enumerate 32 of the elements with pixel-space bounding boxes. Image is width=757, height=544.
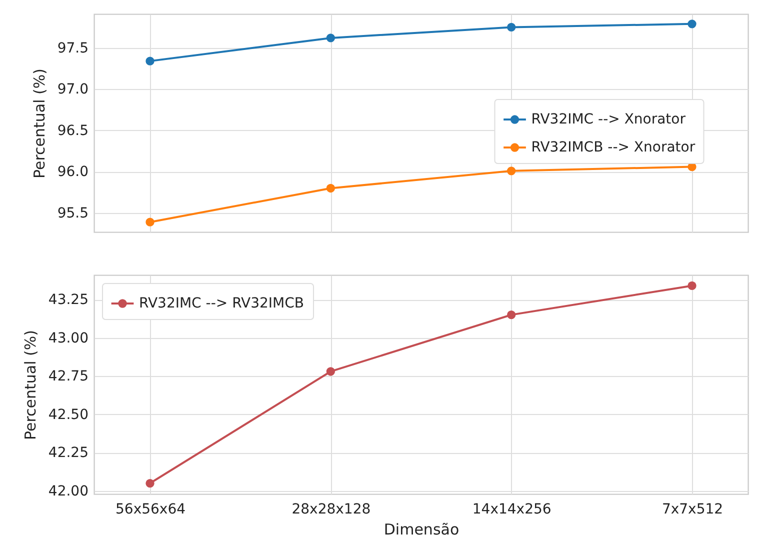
y-tick-label: 43.00: [48, 330, 88, 346]
x-tick-label: 28x28x128: [292, 502, 371, 518]
point: [146, 56, 154, 66]
y-tick-label: 96.5: [57, 122, 88, 139]
point: [146, 218, 154, 226]
point: [507, 310, 516, 320]
point: [326, 34, 335, 42]
point: [507, 166, 516, 176]
legend-label: RV32IMC --> Xnorator: [531, 112, 686, 128]
point: [688, 281, 696, 290]
x-tick-label: 7x7x512: [662, 502, 724, 518]
x-tick-label: 14x14x256: [472, 502, 552, 518]
point: [326, 367, 335, 376]
y-tick-label: 95.5: [57, 206, 88, 222]
point: [507, 22, 516, 32]
y-tick-label: 42.00: [48, 483, 88, 500]
y-tick-label: 43.25: [48, 292, 88, 308]
legend-label: RV32IMCB --> Xnorator: [531, 140, 696, 156]
y-tick-label: 42.75: [48, 368, 88, 385]
x-tick-label: 56x56x64: [116, 502, 186, 518]
y-tick-label: 97.5: [57, 40, 88, 56]
point: [326, 184, 335, 193]
point: [146, 478, 154, 488]
y-axis-title: Percentual (%): [30, 68, 48, 179]
y-tick-label: 96.0: [57, 164, 88, 180]
point: [688, 20, 696, 28]
y-axis-title: Percentual (%): [21, 330, 40, 440]
y-tick-label: 97.0: [57, 82, 88, 98]
y-tick-label: 42.25: [48, 445, 88, 462]
x-axis-title: Dimensão: [384, 520, 460, 538]
legend-label: RV32IMC --> RV32IMCB: [139, 296, 304, 312]
y-tick-label: 42.50: [48, 406, 88, 423]
